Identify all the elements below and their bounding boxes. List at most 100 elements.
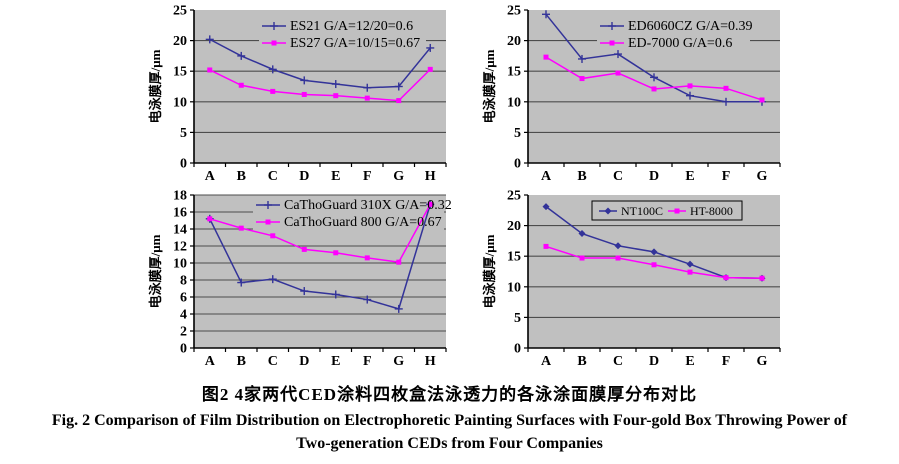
x-category-label: F bbox=[722, 169, 731, 184]
figure-caption: 图2 4家两代CED涂料四枚盒法泳透力的各泳涂面膜厚分布对比 Fig. 2 Co… bbox=[0, 380, 899, 455]
y-tick-label: 0 bbox=[514, 342, 521, 357]
x-category-label: E bbox=[331, 169, 340, 184]
y-tick-label: 25 bbox=[173, 4, 187, 19]
y-tick-label: 20 bbox=[173, 34, 187, 49]
x-category-label: G bbox=[393, 354, 404, 369]
x-category-label: B bbox=[577, 354, 586, 369]
legend-label: ED-7000 G/A=0.6 bbox=[628, 36, 732, 51]
series-es27 bbox=[207, 66, 433, 104]
y-tick-label: 5 bbox=[514, 126, 521, 141]
y-tick-label: 5 bbox=[180, 126, 187, 141]
y-tick-label: 25 bbox=[507, 189, 521, 204]
y-tick-label: 15 bbox=[507, 65, 521, 80]
y-axis-title: 电泳膜厚/μm bbox=[482, 49, 497, 123]
y-tick-label: 16 bbox=[173, 206, 187, 221]
x-category-label: F bbox=[363, 354, 372, 369]
chart-top-right: 0 5 10 15 20 25 A B C D E F G 电泳膜厚/μm ED6060CZ G/A=0.3… bbox=[482, 0, 792, 186]
series-es21 bbox=[205, 35, 435, 92]
y-tick-label: 2 bbox=[180, 325, 187, 340]
gridlines bbox=[528, 225, 780, 318]
x-category-label: D bbox=[299, 354, 309, 369]
y-tick-label: 15 bbox=[507, 250, 521, 265]
x-category-label: E bbox=[685, 169, 694, 184]
y-tick-label: 10 bbox=[507, 280, 521, 295]
x-category-label: A bbox=[541, 354, 552, 369]
y-tick-label: 20 bbox=[507, 34, 521, 49]
x-category-label: H bbox=[425, 169, 436, 184]
y-tick-label: 10 bbox=[173, 257, 187, 272]
legend-bg bbox=[259, 18, 426, 52]
x-category-label: B bbox=[577, 169, 586, 184]
y-tick-label: 6 bbox=[180, 291, 187, 306]
y-axis-title: 电泳膜厚/μm bbox=[148, 49, 163, 123]
y-tick-label: 15 bbox=[173, 65, 187, 80]
x-category-label: D bbox=[299, 169, 309, 184]
x-category-label: C bbox=[268, 169, 278, 184]
x-category-label: G bbox=[757, 354, 768, 369]
x-category-label: B bbox=[237, 354, 246, 369]
x-category-label: C bbox=[613, 354, 623, 369]
legend-label: ES27 G/A=10/15=0.67 bbox=[290, 36, 420, 51]
y-tick-label: 18 bbox=[173, 189, 187, 204]
x-category-label: A bbox=[205, 169, 216, 184]
series-cathoguard bbox=[207, 201, 433, 265]
axes: 0 2 4 6 8 10 12 14 16 18 A B C D E F G H bbox=[173, 189, 447, 369]
caption-english-line1: Fig. 2 Comparison of Film Distribution o… bbox=[51, 412, 848, 429]
x-category-label: F bbox=[363, 169, 372, 184]
x-category-label: A bbox=[205, 354, 216, 369]
legend-bg bbox=[253, 197, 444, 231]
x-category-label: B bbox=[237, 169, 246, 184]
x-category-label: H bbox=[425, 354, 436, 369]
y-tick-label: 0 bbox=[514, 157, 521, 172]
series-ed6060cz bbox=[542, 10, 766, 106]
legend-label: CaThoGuard 800 G/A=0.67 bbox=[284, 215, 442, 230]
x-category-label: F bbox=[722, 354, 731, 369]
legend-label: HT-8000 bbox=[690, 204, 733, 218]
y-axis-title: 电泳膜厚/μm bbox=[148, 234, 163, 308]
x-category-label: E bbox=[331, 354, 340, 369]
x-category-label: D bbox=[649, 169, 659, 184]
legend: CaThoGuard 310X G/A=0.32 CaThoGuard 800 G… bbox=[256, 198, 452, 230]
y-tick-label: 4 bbox=[180, 308, 187, 323]
legend-label: NT100C bbox=[621, 204, 663, 218]
y-tick-label: 12 bbox=[173, 240, 187, 255]
legend-label: ED6060CZ G/A=0.39 bbox=[628, 19, 753, 34]
x-category-label: C bbox=[268, 354, 278, 369]
axes: 0 5 10 15 20 25 A B C D E F G bbox=[507, 189, 781, 369]
x-category-label: C bbox=[613, 169, 623, 184]
axes: 0 5 10 15 20 25 A B C D E F G bbox=[507, 4, 781, 184]
caption-english-line2: Two-generation CEDs from Four Companies bbox=[296, 435, 603, 452]
series-ht-8000 bbox=[543, 243, 765, 281]
x-category-label: A bbox=[541, 169, 552, 184]
x-category-label: D bbox=[649, 354, 659, 369]
x-category-label: G bbox=[757, 169, 768, 184]
legend: ES21 G/A=12/20=0.6 ES27 G/A=10/15=0.67 bbox=[262, 19, 420, 51]
legend-label: ES21 G/A=12/20=0.6 bbox=[290, 19, 413, 34]
y-tick-label: 10 bbox=[173, 95, 187, 110]
y-tick-label: 25 bbox=[507, 4, 521, 19]
y-tick-label: 20 bbox=[507, 219, 521, 234]
x-category-label: E bbox=[685, 354, 694, 369]
chart-top-left: 0 5 10 15 20 25 A B C D E F G H 电泳膜厚/μm ES21 G/A=12/20=… bbox=[148, 0, 458, 186]
legend: ED6060CZ G/A=0.39 ED-7000 G/A=0.6 bbox=[600, 19, 753, 51]
series-ed-7000 bbox=[543, 54, 765, 103]
chart-bottom-right: 0 5 10 15 20 25 A B C D E F G 电泳膜厚/μm NT100C HT-8000 bbox=[482, 185, 792, 371]
legend: NT100C HT-8000 bbox=[599, 204, 733, 218]
legend-box bbox=[591, 200, 743, 221]
y-tick-label: 8 bbox=[180, 274, 187, 289]
chart-svg-top-right: 0 5 10 15 20 25 A B C D E F G 电泳膜厚/μm ED6060CZ G/A=0.3… bbox=[482, 4, 781, 184]
axes: 0 5 10 15 20 25 A B C D E F G H bbox=[173, 4, 447, 184]
y-axis-title: 电泳膜厚/μm bbox=[482, 234, 497, 308]
chart-svg-bottom-right: 0 5 10 15 20 25 A B C D E F G 电泳膜厚/μm NT100C HT-8000 bbox=[482, 189, 781, 369]
y-tick-label: 10 bbox=[507, 95, 521, 110]
series-cathoguard bbox=[205, 200, 435, 313]
legend-label: CaThoGuard 310X G/A=0.32 bbox=[284, 198, 452, 213]
chart-svg-top-left: 0 5 10 15 20 25 A B C D E F G H 电泳膜厚/μm ES21 G/A=12/20=… bbox=[148, 4, 447, 184]
y-tick-label: 14 bbox=[173, 223, 187, 238]
y-tick-label: 0 bbox=[180, 157, 187, 172]
chart-bottom-left: 0 2 4 6 8 10 12 14 16 18 A B C D E F G H 电泳膜厚/μm CaThoGuard… bbox=[148, 185, 458, 371]
y-tick-label: 0 bbox=[180, 342, 187, 357]
caption-chinese: 图2 4家两代CED涂料四枚盒法泳透力的各泳涂面膜厚分布对比 bbox=[201, 385, 698, 404]
x-category-label: G bbox=[393, 169, 404, 184]
